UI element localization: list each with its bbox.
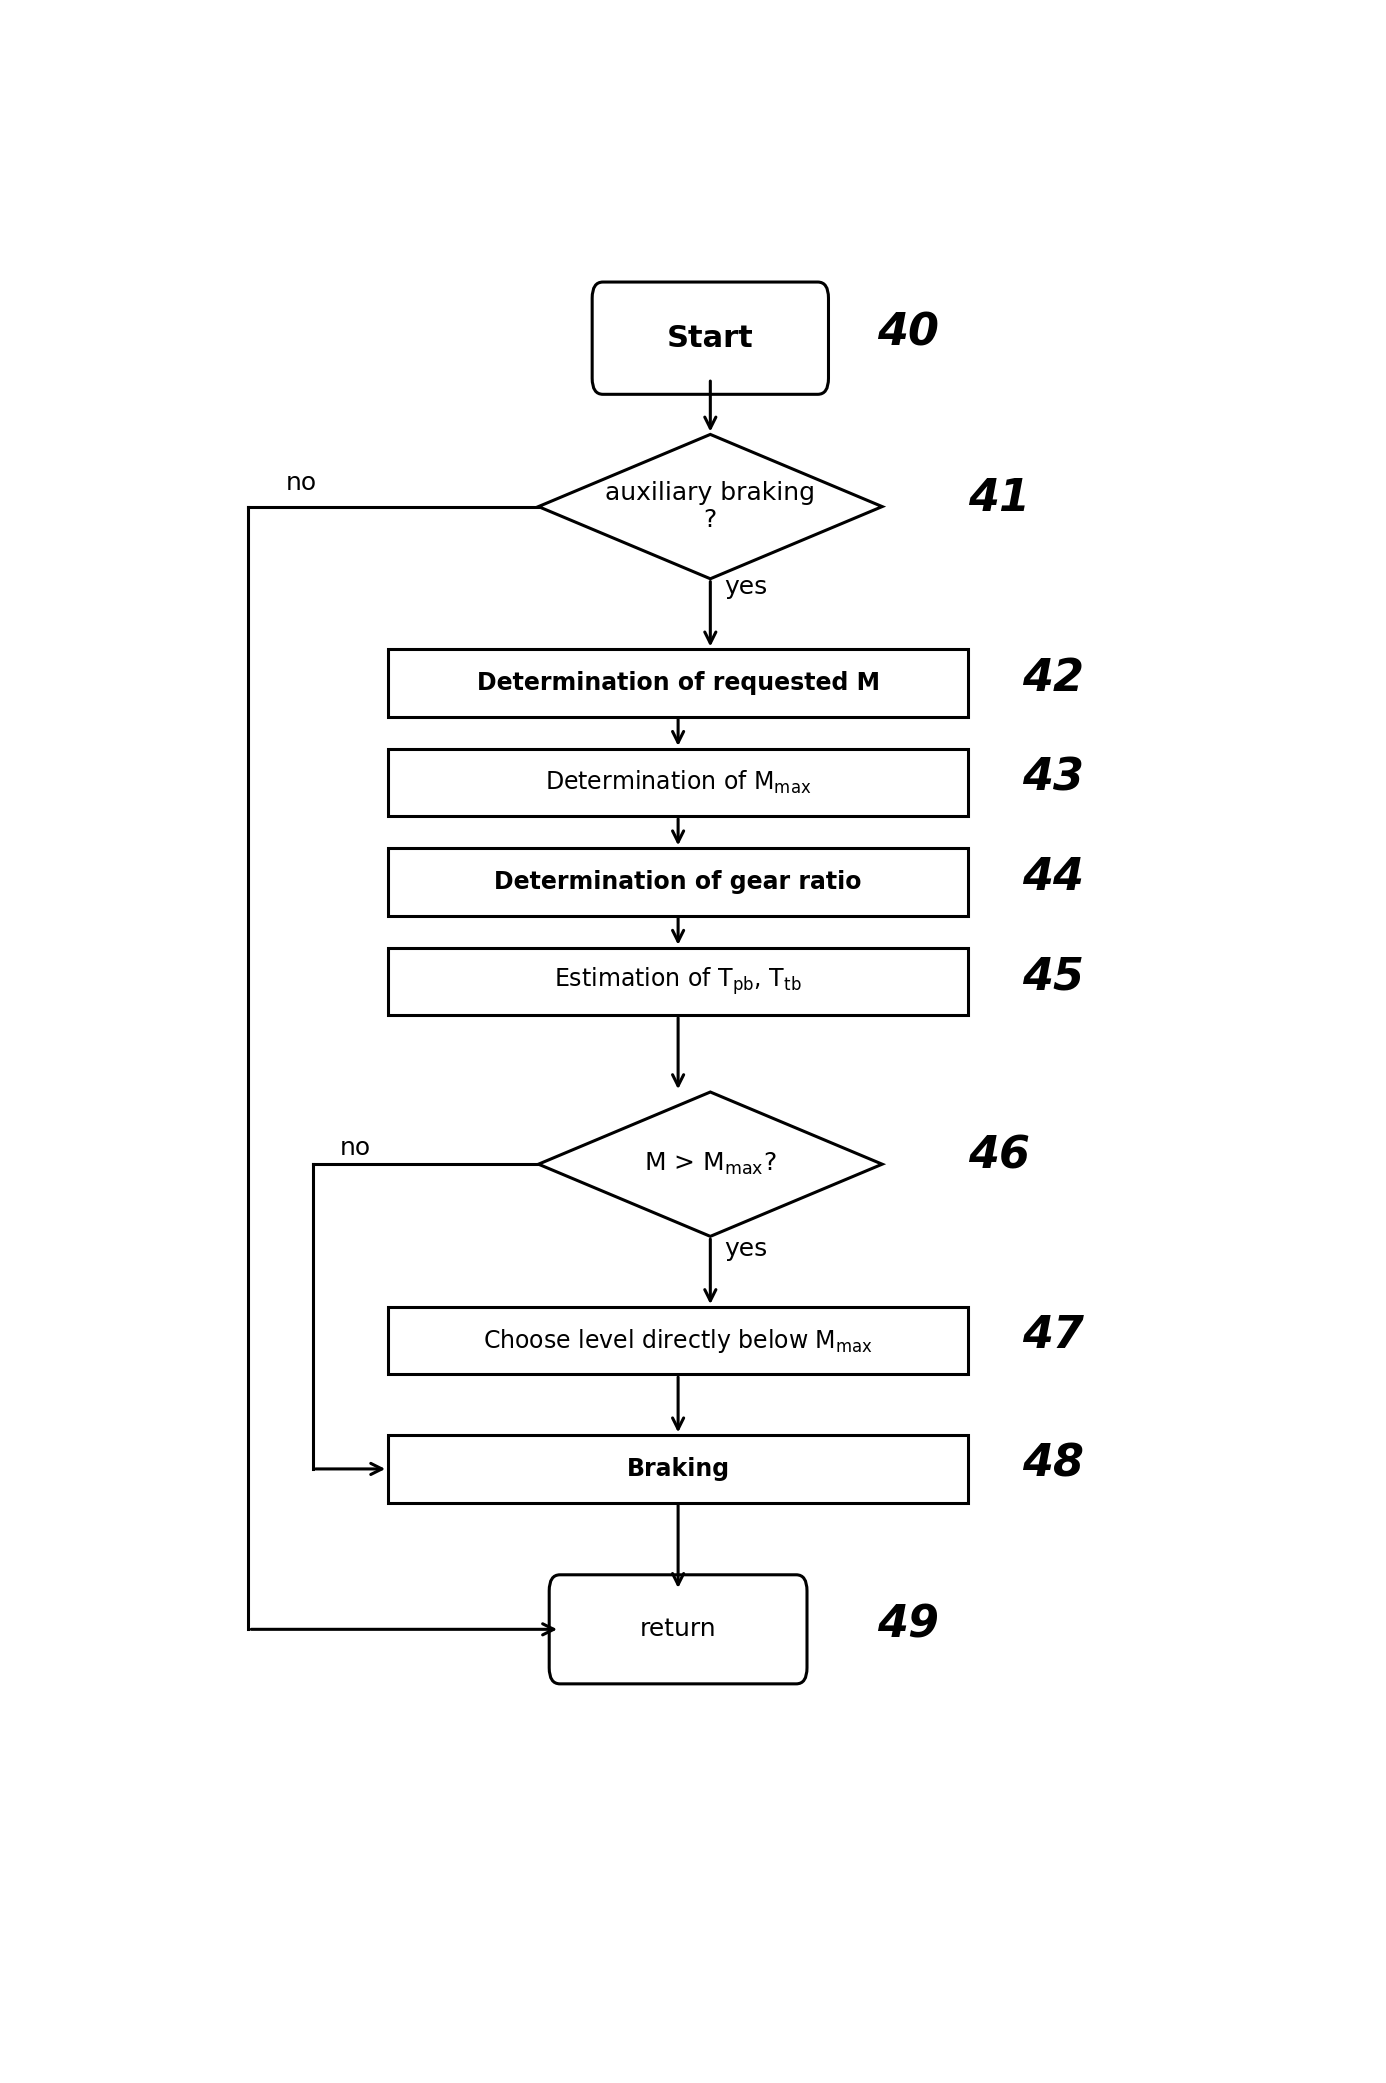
Text: no: no — [340, 1135, 371, 1160]
Text: 46: 46 — [969, 1135, 1030, 1177]
Text: 48: 48 — [1021, 1444, 1084, 1485]
Bar — [388, 948, 969, 1014]
Text: Choose level directly below $\mathsf{M_{max}}$: Choose level directly below $\mathsf{M_{… — [484, 1327, 873, 1354]
Text: Estimation of $\mathsf{T_{pb}}$, $\mathsf{T_{tb}}$: Estimation of $\mathsf{T_{pb}}$, $\maths… — [554, 967, 802, 998]
Bar — [388, 1435, 969, 1502]
Polygon shape — [538, 1091, 883, 1237]
Text: Braking: Braking — [626, 1456, 729, 1481]
Bar — [388, 848, 969, 917]
Text: no: no — [286, 471, 317, 494]
Polygon shape — [538, 435, 883, 579]
Text: auxiliary braking
?: auxiliary braking ? — [606, 481, 815, 533]
Text: Start: Start — [667, 323, 754, 352]
Bar — [388, 1306, 969, 1375]
Text: 40: 40 — [877, 312, 938, 354]
Text: Determination of $\mathsf{M_{max}}$: Determination of $\mathsf{M_{max}}$ — [545, 769, 811, 796]
Text: 44: 44 — [1021, 856, 1084, 898]
Text: yes: yes — [725, 575, 768, 598]
FancyBboxPatch shape — [592, 281, 829, 394]
Text: 43: 43 — [1021, 756, 1084, 800]
Bar — [388, 650, 969, 717]
Text: yes: yes — [725, 1237, 768, 1260]
FancyBboxPatch shape — [549, 1575, 807, 1683]
Text: Determination of gear ratio: Determination of gear ratio — [495, 871, 862, 894]
Bar — [388, 748, 969, 817]
Text: 49: 49 — [877, 1604, 938, 1646]
Text: return: return — [640, 1616, 717, 1641]
Text: 47: 47 — [1021, 1314, 1084, 1358]
Text: Determination of requested M: Determination of requested M — [477, 671, 880, 696]
Text: 41: 41 — [969, 477, 1030, 521]
Text: 45: 45 — [1021, 954, 1084, 998]
Text: M > $\mathsf{M_{max}}$?: M > $\mathsf{M_{max}}$? — [644, 1152, 776, 1177]
Text: 42: 42 — [1021, 656, 1084, 700]
